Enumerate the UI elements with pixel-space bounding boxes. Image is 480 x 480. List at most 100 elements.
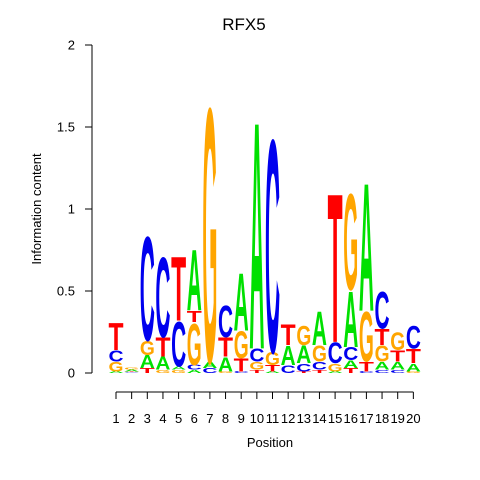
logo-letter-C: C — [234, 371, 249, 373]
x-tick-label: 1 — [112, 411, 119, 426]
x-axis: 1 2 3 4 5 6 7 8 9 10 11 12 13 14 15 16 17 18 19 20 — [112, 391, 421, 426]
y-axis-label: Information content — [29, 153, 44, 265]
logo-letter-C: C — [296, 361, 311, 374]
y-tick-label: 1.5 — [57, 120, 75, 135]
logo-letter-A: A — [406, 361, 421, 374]
logo-letter-T: T — [281, 318, 296, 352]
x-tick-label: 14 — [312, 411, 326, 426]
logo-letter-C: C — [375, 369, 390, 374]
logo-letter-C: C — [375, 283, 390, 341]
logo-letter-A: A — [171, 366, 186, 371]
logo-letter-T: T — [108, 315, 123, 358]
y-axis: 0 0.5 1 1.5 2 — [57, 38, 93, 381]
logo-letter-A: A — [375, 360, 390, 373]
logo-letter-G: G — [249, 360, 264, 372]
logo-letter-A: A — [108, 371, 123, 373]
x-tick-label: 5 — [175, 411, 182, 426]
logo-letter-C: C — [390, 369, 405, 374]
logo-letter-C: C — [343, 344, 358, 365]
logo-letter-A: A — [234, 256, 249, 348]
logo-letter-G: G — [171, 369, 186, 374]
x-tick-label: 10 — [250, 411, 264, 426]
logo-letter-A: A — [281, 341, 296, 371]
logo-letter-T: T — [155, 331, 170, 363]
logo-letter-T: T — [124, 371, 140, 372]
logo-letter-A: A — [359, 145, 374, 350]
x-tick-label: 9 — [238, 411, 245, 426]
logo-letter-T: T — [375, 325, 391, 351]
logo-letter-T: T — [265, 363, 281, 373]
logo-letter-G: G — [109, 359, 124, 375]
y-tick-label: 0 — [68, 366, 75, 381]
y-tick-label: 0.5 — [57, 284, 75, 299]
logo-letter-G: G — [218, 371, 233, 374]
logo-letter-A: A — [155, 354, 170, 375]
logo-letter-T: T — [249, 369, 264, 374]
logo-letter-A: A — [187, 369, 202, 374]
logo-letter-A: A — [140, 352, 155, 373]
logo-letter-T: T — [187, 308, 202, 326]
x-tick-label: 12 — [281, 411, 295, 426]
logo-letter-G: G — [155, 369, 170, 374]
x-tick-label: 3 — [144, 411, 151, 426]
logo-letter-G: G — [296, 322, 311, 352]
logo-letter-C: C — [108, 347, 123, 365]
logo-letter-T: T — [406, 344, 421, 368]
logo-letter-T: T — [218, 331, 233, 363]
logo-letter-T: T — [359, 360, 374, 375]
logo-letter-T: T — [171, 239, 186, 341]
logo-letter-G: G — [234, 323, 249, 367]
logo-letter-C: C — [312, 360, 327, 373]
logo-letter-C: C — [155, 234, 170, 362]
logo-letter-A: A — [343, 276, 358, 365]
x-axis-label: Position — [247, 435, 293, 450]
x-tick-label: 2 — [128, 411, 135, 426]
logo-letter-G: G — [187, 312, 202, 378]
logo-letter-G: G — [202, 32, 217, 439]
logo-letter-T: T — [234, 354, 249, 375]
logo-letter-C: C — [359, 371, 374, 373]
logo-letter-G: G — [343, 165, 358, 319]
logo-letter-G: G — [140, 337, 155, 360]
x-tick-label: 7 — [206, 411, 213, 426]
x-tick-label: 18 — [375, 411, 389, 426]
logo-letter-T: T — [343, 367, 358, 375]
x-tick-label: 13 — [297, 411, 311, 426]
logo-letter-C: C — [328, 338, 343, 370]
logo-letter-G: G — [312, 342, 327, 367]
chart-title: RFX5 — [222, 15, 265, 34]
x-tick-label: 20 — [406, 411, 420, 426]
x-tick-label: 19 — [390, 411, 404, 426]
x-tick-label: 16 — [344, 411, 358, 426]
logo-letter-G: G — [328, 362, 343, 374]
logo-letter-G: G — [265, 348, 280, 368]
x-tick-label: 4 — [159, 411, 166, 426]
x-tick-label: 8 — [222, 411, 229, 426]
logo-letter-C: C — [187, 364, 202, 372]
logo-letter-A: A — [328, 371, 343, 373]
logo-letter-C: C — [218, 296, 233, 347]
logo-letter-T: T — [328, 151, 343, 388]
logo-letter-C: C — [171, 310, 186, 381]
logo-letter-A: A — [312, 301, 327, 356]
logo-letter-T: T — [140, 367, 155, 375]
logo-letter-C: C — [249, 346, 264, 367]
logo-letter-C: C — [124, 372, 140, 373]
logo-letter-T: T — [390, 348, 405, 366]
logo-letter-A: A — [218, 353, 233, 376]
logo-letter-G: G — [406, 371, 421, 374]
logo-letter-A: A — [187, 234, 202, 330]
logo-column-12: CAT — [281, 318, 296, 376]
logo-letter-T: T — [312, 369, 327, 374]
